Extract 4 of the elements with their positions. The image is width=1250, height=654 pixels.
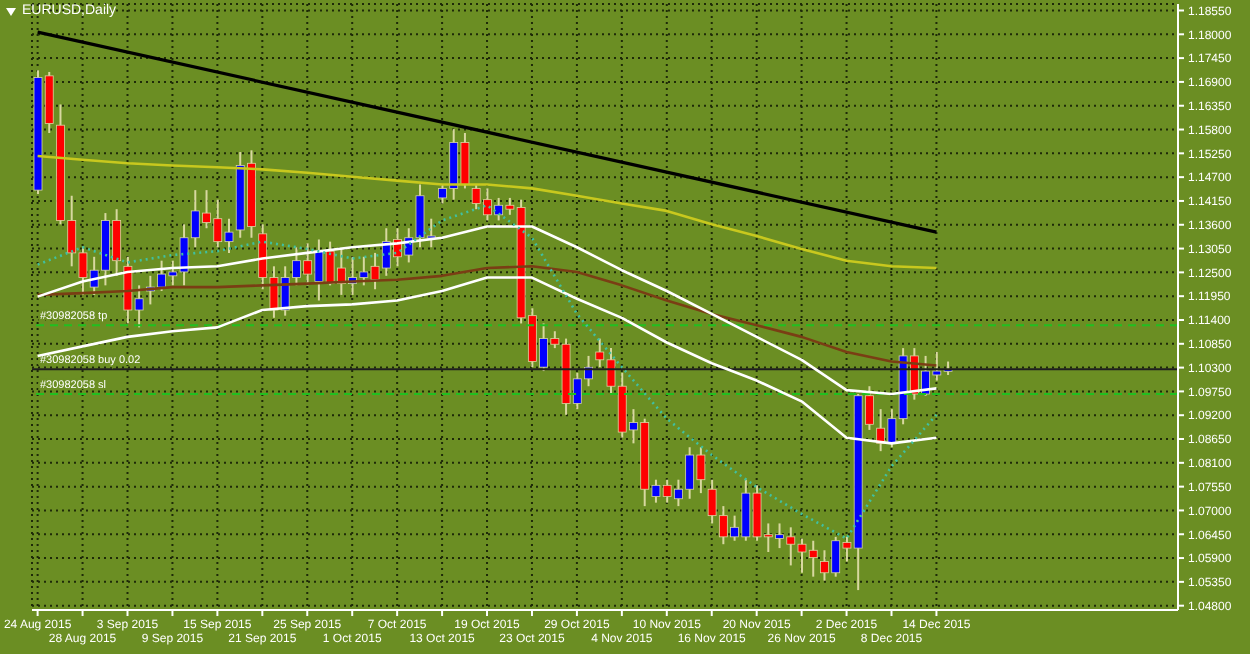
line-series bbox=[36, 154, 938, 270]
line-series bbox=[36, 276, 938, 445]
line-series bbox=[36, 265, 938, 367]
line-series bbox=[36, 225, 938, 396]
